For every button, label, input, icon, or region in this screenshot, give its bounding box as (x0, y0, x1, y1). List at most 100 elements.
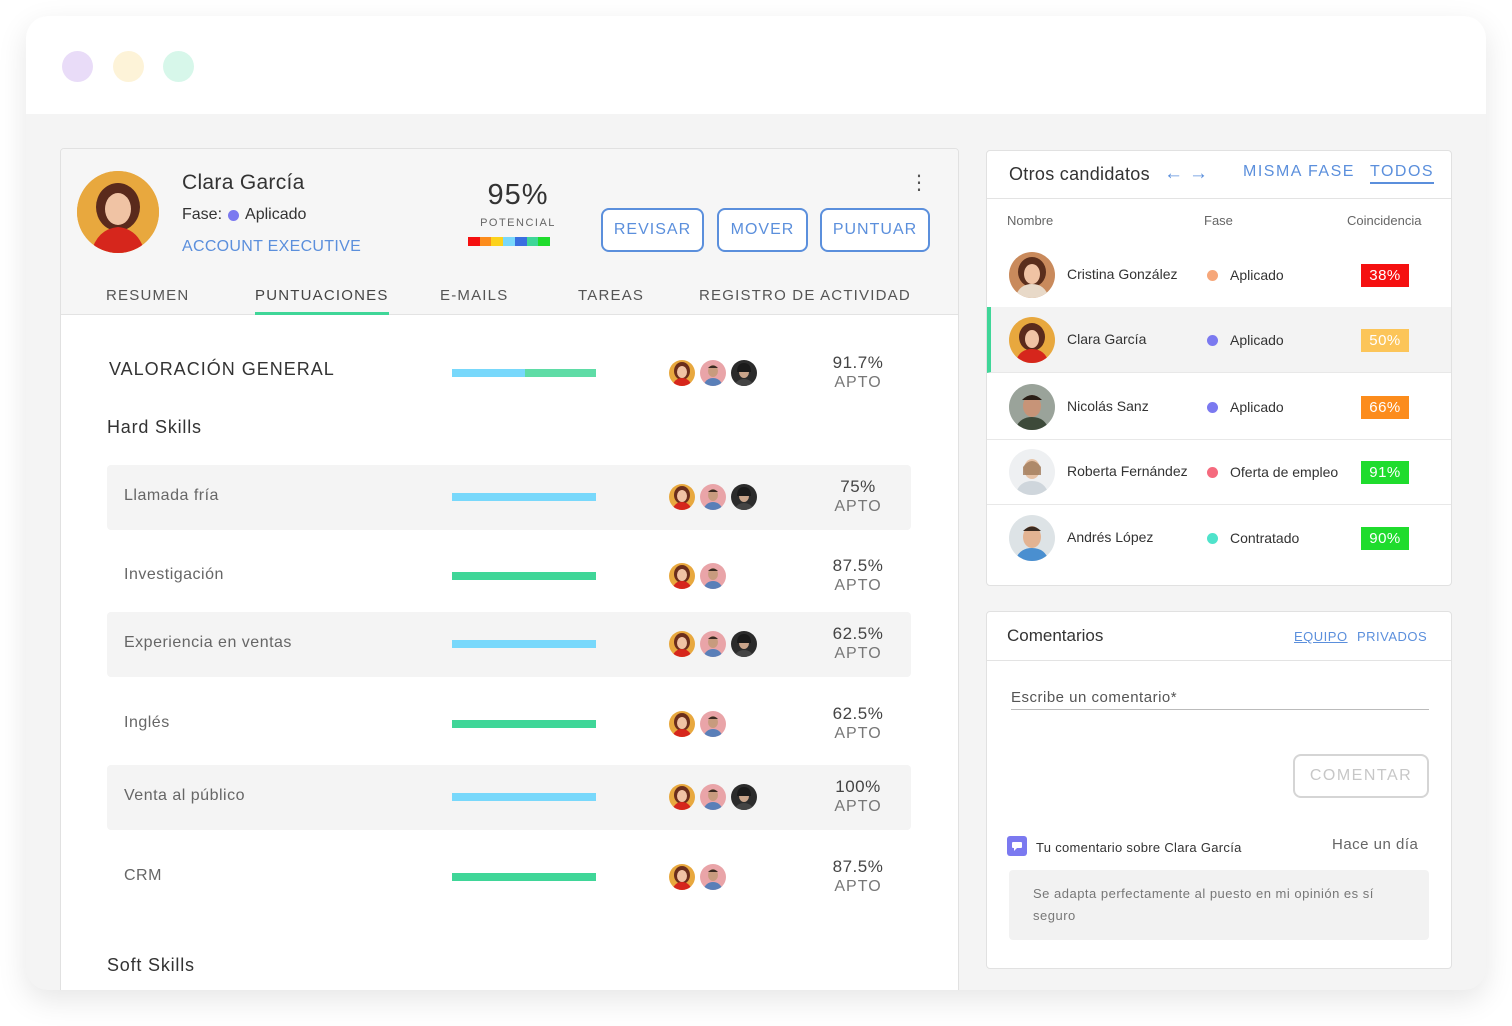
overall-score-bar (452, 369, 596, 377)
evaluator-avatar[interactable] (700, 631, 726, 657)
evaluator-avatar[interactable] (700, 784, 726, 810)
skill-evaluators (669, 484, 757, 510)
column-coincidencia[interactable]: Coincidencia (1347, 213, 1422, 228)
tab-emails[interactable]: E-MAILS (440, 287, 509, 304)
comments-title: Comentarios (1007, 626, 1104, 645)
tab-tareas[interactable]: TAREAS (578, 287, 645, 304)
evaluator-avatar[interactable] (731, 484, 757, 510)
match-badge: 38% (1361, 264, 1409, 287)
evaluator-avatar[interactable] (731, 360, 757, 386)
skill-score-value: 62.5% (832, 624, 884, 643)
skill-score: 100% APTO (807, 777, 909, 817)
phase-dot-icon (1207, 334, 1218, 346)
skill-score-value: 87.5% (832, 556, 884, 575)
candidate-row-phase-label: Aplicado (1230, 267, 1284, 283)
app-window: Clara García Fase: Aplicado ACCOUNT EXEC… (26, 16, 1486, 990)
overall-score-status: APTO (834, 374, 882, 391)
candidate-row[interactable]: Andrés López Contratado 90% (987, 505, 1451, 571)
move-button[interactable]: MOVER (717, 208, 808, 252)
comments-tab-equipo[interactable]: EQUIPO (1294, 629, 1348, 644)
candidate-row-name: Clara García (1067, 331, 1147, 347)
skill-evaluators (669, 631, 757, 657)
skill-evaluators (669, 784, 757, 810)
skill-row: CRM 87.5% APTO (107, 845, 911, 910)
column-fase[interactable]: Fase (1204, 213, 1233, 228)
rate-button[interactable]: PUNTUAR (820, 208, 930, 252)
hard-skills-title: Hard Skills (107, 417, 202, 437)
evaluator-avatar[interactable] (731, 784, 757, 810)
candidate-row-name: Andrés López (1067, 529, 1154, 545)
potential-label: POTENCIAL (480, 217, 556, 229)
skill-score: 62.5% APTO (807, 704, 909, 744)
comment-bubble-icon (1007, 836, 1027, 856)
candidate-row-name: Cristina González (1067, 266, 1178, 282)
overall-score-value: 91.7% (832, 353, 884, 372)
skill-score-bar (452, 793, 596, 801)
evaluator-avatar[interactable] (700, 711, 726, 737)
skill-score-bar (452, 720, 596, 728)
evaluator-avatar[interactable] (700, 360, 726, 386)
candidate-row-phase: Aplicado (1207, 399, 1284, 415)
phase-dot-icon (1207, 401, 1218, 413)
candidate-row[interactable]: Clara García Aplicado 50% (987, 307, 1451, 373)
skill-score-status: APTO (834, 878, 882, 895)
window-dot-yellow[interactable] (113, 51, 144, 82)
skill-score-value: 87.5% (832, 857, 884, 876)
skill-label: Experiencia en ventas (124, 634, 292, 651)
evaluator-avatar[interactable] (669, 711, 695, 737)
candidate-row-phase: Oferta de empleo (1207, 464, 1338, 480)
evaluator-avatar[interactable] (700, 864, 726, 890)
tab-registro-actividad[interactable]: REGISTRO DE ACTIVIDAD (699, 287, 911, 304)
skill-label: Venta al público (124, 787, 245, 804)
skill-row: Inglés 62.5% APTO (107, 692, 911, 757)
comment-time: Hace un día (1332, 836, 1419, 853)
window-dot-purple[interactable] (62, 51, 93, 82)
candidate-row[interactable]: Nicolás Sanz Aplicado 66% (987, 374, 1451, 440)
phase-value: Aplicado (245, 206, 307, 223)
evaluator-avatar[interactable] (669, 563, 695, 589)
skill-score-value: 75% (840, 477, 876, 496)
column-nombre[interactable]: Nombre (1007, 213, 1054, 228)
skill-score-bar (452, 572, 596, 580)
evaluator-avatar[interactable] (669, 360, 695, 386)
candidate-row[interactable]: Cristina González Aplicado 38% (987, 242, 1451, 308)
comments-tab-privados[interactable]: PRIVADOS (1357, 629, 1428, 644)
candidate-row-phase-label: Aplicado (1230, 332, 1284, 348)
comment-submit-button[interactable]: COMENTAR (1293, 754, 1429, 798)
skill-score: 87.5% APTO (807, 857, 909, 897)
comments-card: Comentarios EQUIPO PRIVADOS COMENTAR Tu … (986, 611, 1452, 969)
tab-resumen[interactable]: RESUMEN (106, 287, 190, 304)
skill-row: Investigación 87.5% APTO (107, 544, 911, 609)
review-button[interactable]: REVISAR (601, 208, 704, 252)
tab-puntuaciones[interactable]: PUNTUACIONES (255, 287, 389, 315)
candidate-row[interactable]: Roberta Fernández Oferta de empleo 91% (987, 439, 1451, 505)
evaluator-avatar[interactable] (669, 484, 695, 510)
evaluator-avatar[interactable] (731, 631, 757, 657)
skill-score-status: APTO (834, 498, 882, 515)
filter-todos[interactable]: TODOS (1370, 163, 1435, 184)
skill-score-status: APTO (834, 798, 882, 815)
skill-row: Venta al público 100% APTO (107, 765, 911, 830)
evaluator-avatar[interactable] (700, 563, 726, 589)
soft-skills-title: Soft Skills (107, 955, 195, 975)
overall-score-row: VALORACIÓN GENERAL 91.7% APTO (107, 341, 911, 406)
skill-row: Experiencia en ventas 62.5% APTO (107, 612, 911, 677)
filter-misma-fase[interactable]: MISMA FASE (1243, 163, 1355, 180)
evaluator-avatar[interactable] (669, 864, 695, 890)
other-candidates-card: Otros candidatos ← → MISMA FASE TODOS No… (986, 150, 1452, 586)
evaluator-avatar[interactable] (669, 631, 695, 657)
arrow-left-icon[interactable]: ← (1164, 163, 1183, 184)
more-options-icon[interactable]: ⋮ (909, 172, 929, 194)
candidate-card: Clara García Fase: Aplicado ACCOUNT EXEC… (60, 148, 959, 990)
evaluator-avatar[interactable] (669, 784, 695, 810)
comment-input[interactable] (1011, 686, 1429, 710)
window-dot-green[interactable] (163, 51, 194, 82)
comments-header: Comentarios EQUIPO PRIVADOS (987, 612, 1451, 661)
evaluator-avatar[interactable] (700, 484, 726, 510)
candidate-role-link[interactable]: ACCOUNT EXECUTIVE (182, 238, 362, 255)
arrow-right-icon[interactable]: → (1189, 163, 1208, 184)
candidate-row-phase: Contratado (1207, 530, 1299, 546)
potential-score: 95% (487, 179, 549, 211)
skill-evaluators (669, 864, 726, 890)
candidate-row-phase: Aplicado (1207, 267, 1284, 283)
